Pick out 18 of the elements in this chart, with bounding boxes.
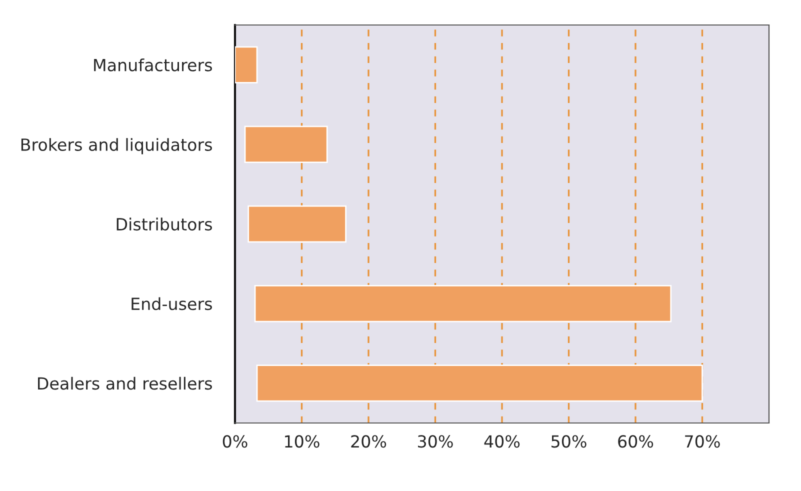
x-tick-label: 70% <box>685 435 720 448</box>
y-tick-label: End-users <box>132 297 212 310</box>
x-tick-label: 20% <box>351 435 386 448</box>
bar <box>235 46 258 84</box>
x-tick-label: 10% <box>285 435 320 448</box>
y-tick-label: Brokers and liquidators <box>21 138 212 154</box>
bar <box>256 364 703 402</box>
x-tick-label: 50% <box>552 435 586 448</box>
x-tick-label: 60% <box>618 435 654 448</box>
x-tick-label: 30% <box>418 435 453 448</box>
y-tick-label: Manufacturers <box>94 58 212 72</box>
y-tick-label: Distributors <box>116 218 212 231</box>
x-tick-label: 40% <box>484 435 520 448</box>
bar <box>248 205 346 243</box>
x-tick-label: 0% <box>222 435 248 448</box>
bar <box>254 284 672 322</box>
y-tick-label: Dealers and resellers <box>38 376 212 390</box>
bar <box>244 126 328 164</box>
